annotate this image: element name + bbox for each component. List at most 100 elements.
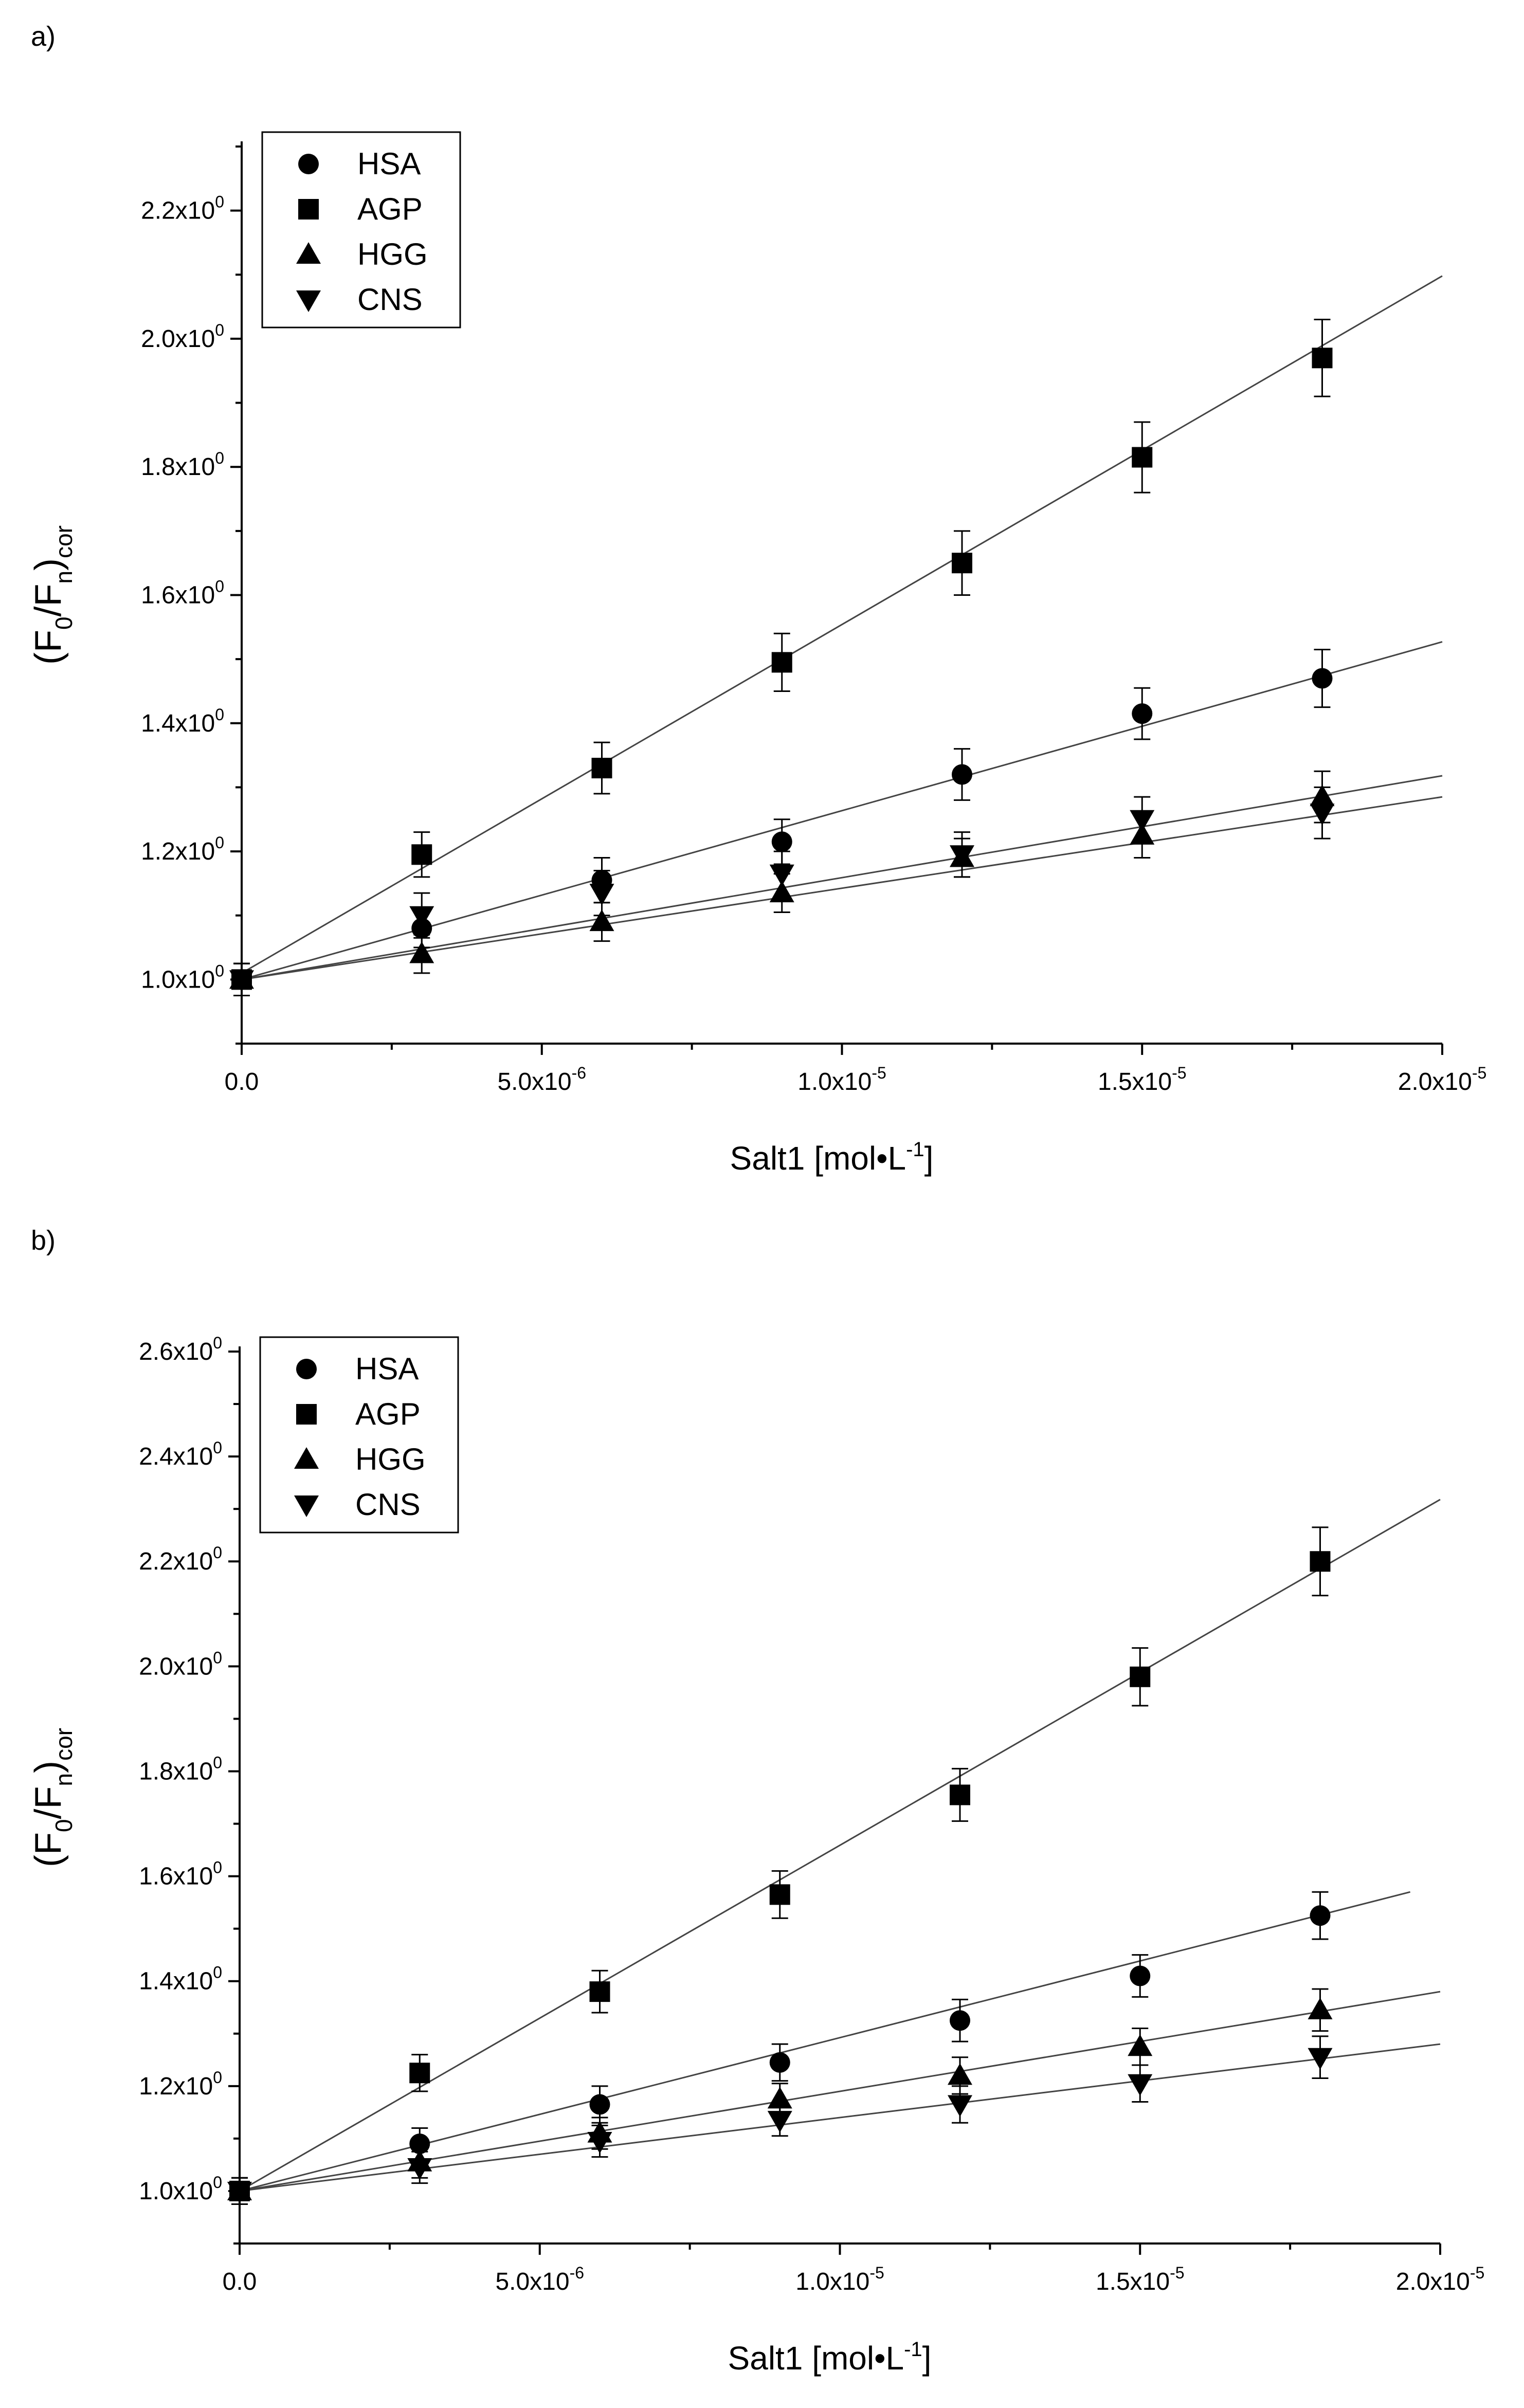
data-point-cns (950, 845, 974, 867)
legend-label-cns: CNS (355, 1487, 421, 1522)
y-tick-label-b: 2.0x100 (139, 1648, 222, 1680)
legend-marker-agp (298, 199, 319, 220)
data-point-agp (1130, 1666, 1151, 1687)
legend-marker-hgg (296, 242, 321, 264)
legend-label-hsa: HSA (355, 1352, 419, 1386)
legend-marker-agp (296, 1404, 317, 1425)
legend-marker-hsa (296, 1359, 317, 1379)
y-tick-label-b: 2.6x100 (139, 1334, 222, 1365)
legend-label-hgg: HGG (355, 1442, 426, 1476)
fit-line-hgg-a (241, 775, 1443, 980)
series-hsa-b (229, 1891, 1331, 2205)
panel-label-b: b) (31, 1225, 56, 1256)
y-tick-label-b: 1.8x100 (139, 1753, 222, 1785)
data-point-hsa (952, 764, 972, 785)
data-point-cns (229, 970, 254, 992)
data-point-hsa (1132, 703, 1153, 724)
y-tick-label-b: 1.0x100 (139, 2173, 222, 2205)
legend-label-agp: AGP (357, 192, 423, 226)
data-point-hgg (948, 2063, 972, 2085)
data-point-cns (1310, 804, 1335, 826)
legend-label-agp: AGP (355, 1397, 421, 1431)
fit-line-agp-b (239, 1499, 1441, 2192)
data-point-agp (409, 2063, 430, 2084)
y-tick-label-b: 2.4x100 (139, 1438, 222, 1470)
legend-marker-hsa (298, 154, 319, 174)
data-point-agp (1310, 1551, 1331, 1572)
data-point-cns (407, 2158, 432, 2180)
data-point-agp (411, 844, 432, 865)
fit-line-cns-b (239, 2043, 1441, 2192)
chart-panel-b: b) 1.0x100 1.2x100 1.4x100 1.6x100 1.8x100 2.… (0, 1204, 1524, 2408)
series-cns-a (229, 786, 1335, 997)
data-point-hsa (409, 2133, 430, 2155)
data-point-cns (227, 2181, 252, 2203)
data-point-hgg (409, 941, 434, 963)
data-point-hsa (589, 2094, 610, 2115)
y-axis-label-a: (F0/Fn)cor (28, 525, 77, 665)
fit-line-hsa-a (241, 641, 1443, 980)
data-point-hgg (1308, 1997, 1333, 2019)
y-tick-label-b: 2.2x100 (139, 1543, 222, 1575)
legend-marker-cns (296, 290, 321, 312)
legend-label-hsa: HSA (357, 147, 421, 181)
data-point-agp (589, 1981, 610, 2002)
data-point-cns (767, 2111, 792, 2133)
y-tick-label-b: 1.2x100 (139, 2068, 222, 2100)
x-tick-label-a: 1.5x10-5 (1098, 1064, 1187, 1096)
series-cns-b (227, 2035, 1333, 2205)
x-tick-label-b: 0.0 (223, 2268, 257, 2295)
x-tick-label-a: 1.0x10-5 (797, 1064, 886, 1096)
data-point-cns (587, 2131, 612, 2154)
data-point-cns (1128, 2074, 1153, 2096)
x-tick-label-b: 1.0x10-5 (795, 2264, 884, 2295)
x-axis-label-b: Salt1 [mol•L-1] (728, 2338, 932, 2377)
data-point-cns (948, 2095, 972, 2117)
panel-label-a: a) (31, 21, 56, 52)
data-point-hsa (769, 2052, 790, 2073)
chart-b-svg: 1.0x100 1.2x100 1.4x100 1.6x100 1.8x100 2.0x1… (28, 1334, 1485, 2377)
y-tick-label-b: 1.4x100 (139, 1963, 222, 1995)
data-point-agp (952, 553, 972, 574)
y-axis-label-b: (F0/Fn)cor (28, 1728, 77, 1867)
data-point-hgg (1128, 2034, 1153, 2056)
x-tick-label-a: 5.0x10-6 (497, 1064, 586, 1096)
chart-panel-a: a) 1.0x100 1.2x100 1.4x100 1.6x100 1.8x100 2.… (28, 21, 1487, 1177)
data-point-cns (1130, 810, 1155, 832)
data-point-cns (409, 906, 434, 928)
legend-box (261, 131, 461, 329)
y-tick-label-a: 2.0x100 (141, 321, 224, 353)
x-axis-label-a: Salt1 [mol•L-1] (730, 1138, 934, 1177)
x-tick-label-b: 1.5x10-5 (1096, 2264, 1185, 2295)
data-point-cns (769, 864, 794, 886)
y-tick-label-a: 1.8x100 (141, 449, 224, 481)
x-tick-label-b: 5.0x10-6 (495, 2264, 584, 2295)
legend-marker-hgg (294, 1447, 319, 1469)
data-point-agp (1132, 447, 1153, 468)
data-point-agp (950, 1784, 970, 1805)
data-point-hsa (950, 2010, 970, 2031)
x-tick-label-a: 2.0x10-5 (1398, 1064, 1487, 1096)
legend-label-cns: CNS (357, 282, 423, 317)
data-point-hgg (589, 909, 614, 932)
x-tick-label-b: 2.0x10-5 (1396, 2264, 1485, 2295)
y-tick-label-a: 1.4x100 (141, 705, 224, 737)
data-point-agp (771, 652, 792, 673)
legend-a: HSA AGP HGG CNS (261, 131, 461, 329)
fit-line-hsa-b (239, 1891, 1410, 2192)
data-point-cns (589, 884, 614, 906)
y-tick-label-a: 1.2x100 (141, 833, 224, 865)
data-point-agp (591, 758, 612, 779)
data-point-cns (1308, 2048, 1333, 2070)
data-point-hsa (1130, 1965, 1151, 1986)
chart-a-svg: 1.0x100 1.2x100 1.4x100 1.6x100 1.8x100 2.0x1… (28, 131, 1487, 1177)
y-tick-label-a: 1.6x100 (141, 577, 224, 609)
data-point-hgg (767, 2087, 792, 2109)
legend-label-hgg: HGG (357, 237, 428, 271)
legend-b: HSA AGP HGG CNS (259, 1336, 459, 1534)
x-tick-label-a: 0.0 (225, 1068, 259, 1096)
fit-line-hgg-b (239, 1991, 1441, 2192)
y-tick-label-a: 1.0x100 (141, 961, 224, 993)
data-point-agp (1312, 348, 1333, 369)
y-tick-label-b: 1.6x100 (139, 1858, 222, 1890)
